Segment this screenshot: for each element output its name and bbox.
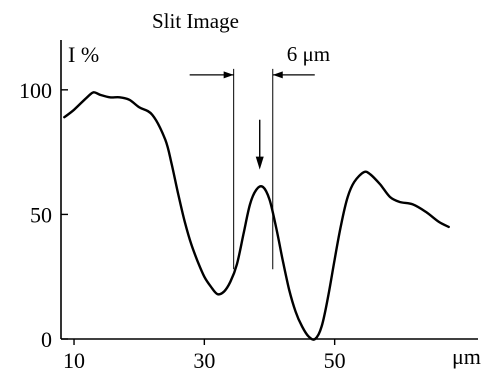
peak-arrow-head <box>255 156 264 170</box>
chart-title: Slit Image <box>152 9 239 33</box>
x-tick-label: 30 <box>193 348 215 373</box>
width-marker-right-arrowhead <box>272 71 283 79</box>
x-tick-label: 10 <box>63 348 85 373</box>
x-axis-label: μm <box>452 344 481 369</box>
x-ticks: 10 30 50 <box>63 339 346 373</box>
y-tick-label: 0 <box>41 327 52 352</box>
y-ticks: 0 50 100 <box>19 78 68 352</box>
y-tick-label: 100 <box>19 78 52 103</box>
axes <box>60 40 478 340</box>
intensity-curve <box>63 91 450 341</box>
width-marker-label: 6 μm <box>287 42 330 66</box>
x-tick-label: 50 <box>324 348 346 373</box>
series <box>63 91 450 341</box>
width-marker-left-arrowhead <box>223 71 234 79</box>
annotations: 6 μm <box>189 42 330 270</box>
y-tick-label: 50 <box>30 202 52 227</box>
y-axis-label: I % <box>68 42 99 67</box>
